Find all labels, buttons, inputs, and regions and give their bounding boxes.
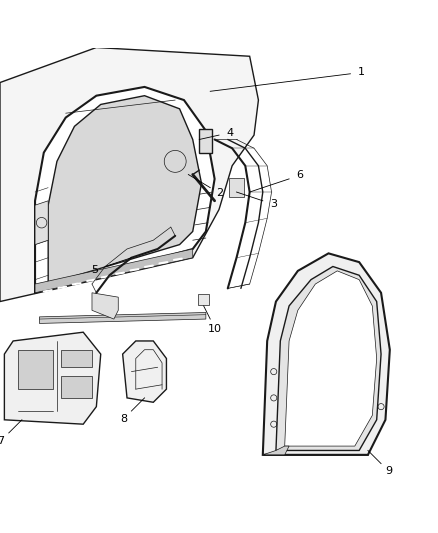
Bar [61, 350, 92, 367]
Text: 2: 2 [216, 188, 223, 198]
Polygon shape [35, 87, 215, 293]
Polygon shape [285, 271, 377, 446]
Polygon shape [263, 253, 390, 455]
Polygon shape [35, 249, 193, 293]
FancyBboxPatch shape [229, 178, 244, 197]
Polygon shape [276, 266, 381, 450]
Bar [61, 376, 92, 398]
Text: 5: 5 [91, 265, 98, 275]
Text: 3: 3 [270, 199, 277, 209]
Text: 4: 4 [226, 128, 233, 138]
Text: 7: 7 [0, 435, 4, 446]
Polygon shape [35, 201, 48, 245]
Text: 8: 8 [120, 414, 127, 424]
Polygon shape [4, 332, 101, 424]
Polygon shape [92, 293, 118, 319]
Text: 10: 10 [208, 324, 222, 334]
Polygon shape [0, 47, 258, 302]
FancyBboxPatch shape [198, 294, 209, 305]
Polygon shape [48, 96, 201, 284]
Bar [199, 128, 212, 152]
Text: 6: 6 [296, 171, 303, 181]
Polygon shape [123, 341, 166, 402]
Polygon shape [39, 312, 206, 324]
Polygon shape [263, 446, 289, 455]
Text: 1: 1 [358, 67, 365, 77]
Bar [18, 350, 53, 389]
Text: 9: 9 [385, 466, 392, 477]
